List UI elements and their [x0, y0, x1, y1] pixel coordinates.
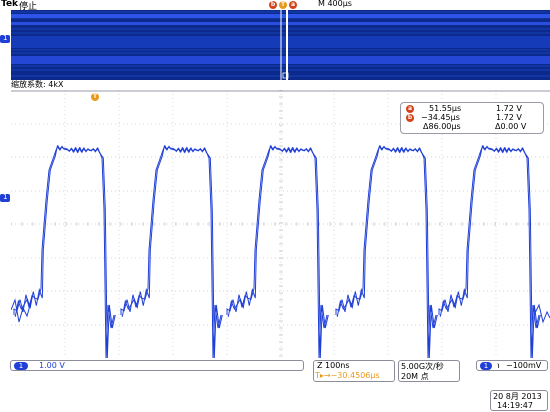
- trigger-position: T▸→−30.4506µs: [315, 371, 380, 380]
- pulse-5: [438, 144, 540, 358]
- channel-1-settings[interactable]: 1 1.00 V: [10, 360, 304, 371]
- trigger-settings-box[interactable]: 1 ℩ −100mV: [476, 360, 548, 371]
- sample-rate: 5.00G次/秒: [401, 362, 444, 371]
- pulse-5: [439, 145, 541, 358]
- overview-waveform[interactable]: [11, 10, 550, 80]
- cursor-a-marker[interactable]: a: [289, 1, 297, 9]
- zoom-timebase: Z 100ns: [317, 361, 350, 370]
- trace-head: [11, 298, 32, 323]
- cursor-b-voltage: 1.72 V: [496, 113, 522, 122]
- date-time-box: 20 8月 2013 14:19:47: [490, 390, 548, 411]
- date: 20 8月 2013: [493, 392, 542, 401]
- cursor-delta-voltage: Δ0.00 V: [495, 122, 527, 131]
- pulse-4: [335, 144, 437, 358]
- cursor-b-marker[interactable]: b: [269, 1, 277, 9]
- time: 14:19:47: [497, 401, 533, 410]
- zoom-timebase-box[interactable]: Z 100ns T▸→−30.4506µs: [313, 360, 395, 382]
- trigger-slope-icon: ℩: [497, 361, 500, 370]
- pulse-3: [226, 144, 328, 358]
- zoom-factor-label: 缩放系数: 4kX: [11, 80, 64, 89]
- channel-1-badge: 1: [14, 362, 28, 370]
- channel-1-offset-marker[interactable]: 1: [0, 193, 10, 202]
- waveform-trace: [11, 144, 550, 358]
- pulse-2: [121, 145, 223, 358]
- pulse-1: [13, 144, 115, 358]
- trigger-marker-main[interactable]: T: [91, 93, 99, 101]
- channel-1-scale: 1.00 V: [39, 361, 65, 370]
- cursor-readout-panel: a 51.55µs 1.72 V b −34.45µs 1.72 V Δ86.0…: [400, 102, 544, 134]
- pulse-4: [336, 145, 438, 358]
- brand-logo: Tek: [1, 0, 19, 9]
- pulse-2: [120, 144, 222, 358]
- cursor-delta-time: Δ86.00µs: [423, 122, 461, 131]
- acquisition-box[interactable]: 5.00G次/秒 20M 点: [398, 360, 460, 382]
- main-timebase-readout: M 400µs: [318, 0, 352, 8]
- cursor-a-voltage: 1.72 V: [496, 104, 522, 113]
- cursor-a-time: 51.55µs: [429, 104, 462, 113]
- trigger-level: −100mV: [506, 361, 542, 370]
- pulse-3: [227, 145, 329, 358]
- channel-1-marker-overview[interactable]: 1: [0, 34, 10, 43]
- trigger-source-badge: 1: [480, 362, 492, 370]
- cursor-a-badge: a: [406, 105, 414, 113]
- main-waveform-plot[interactable]: [11, 90, 550, 358]
- record-length: 20M 点: [401, 372, 429, 381]
- acquisition-status: 停止: [19, 2, 38, 12]
- zoom-window-handle: [282, 72, 289, 79]
- cursor-b-time: −34.45µs: [421, 113, 460, 122]
- graticule: [11, 90, 550, 358]
- trigger-position-marker[interactable]: T: [279, 1, 287, 9]
- pulse-1: [14, 145, 116, 358]
- trace-tail: [533, 303, 550, 324]
- cursor-b-badge: b: [406, 114, 414, 122]
